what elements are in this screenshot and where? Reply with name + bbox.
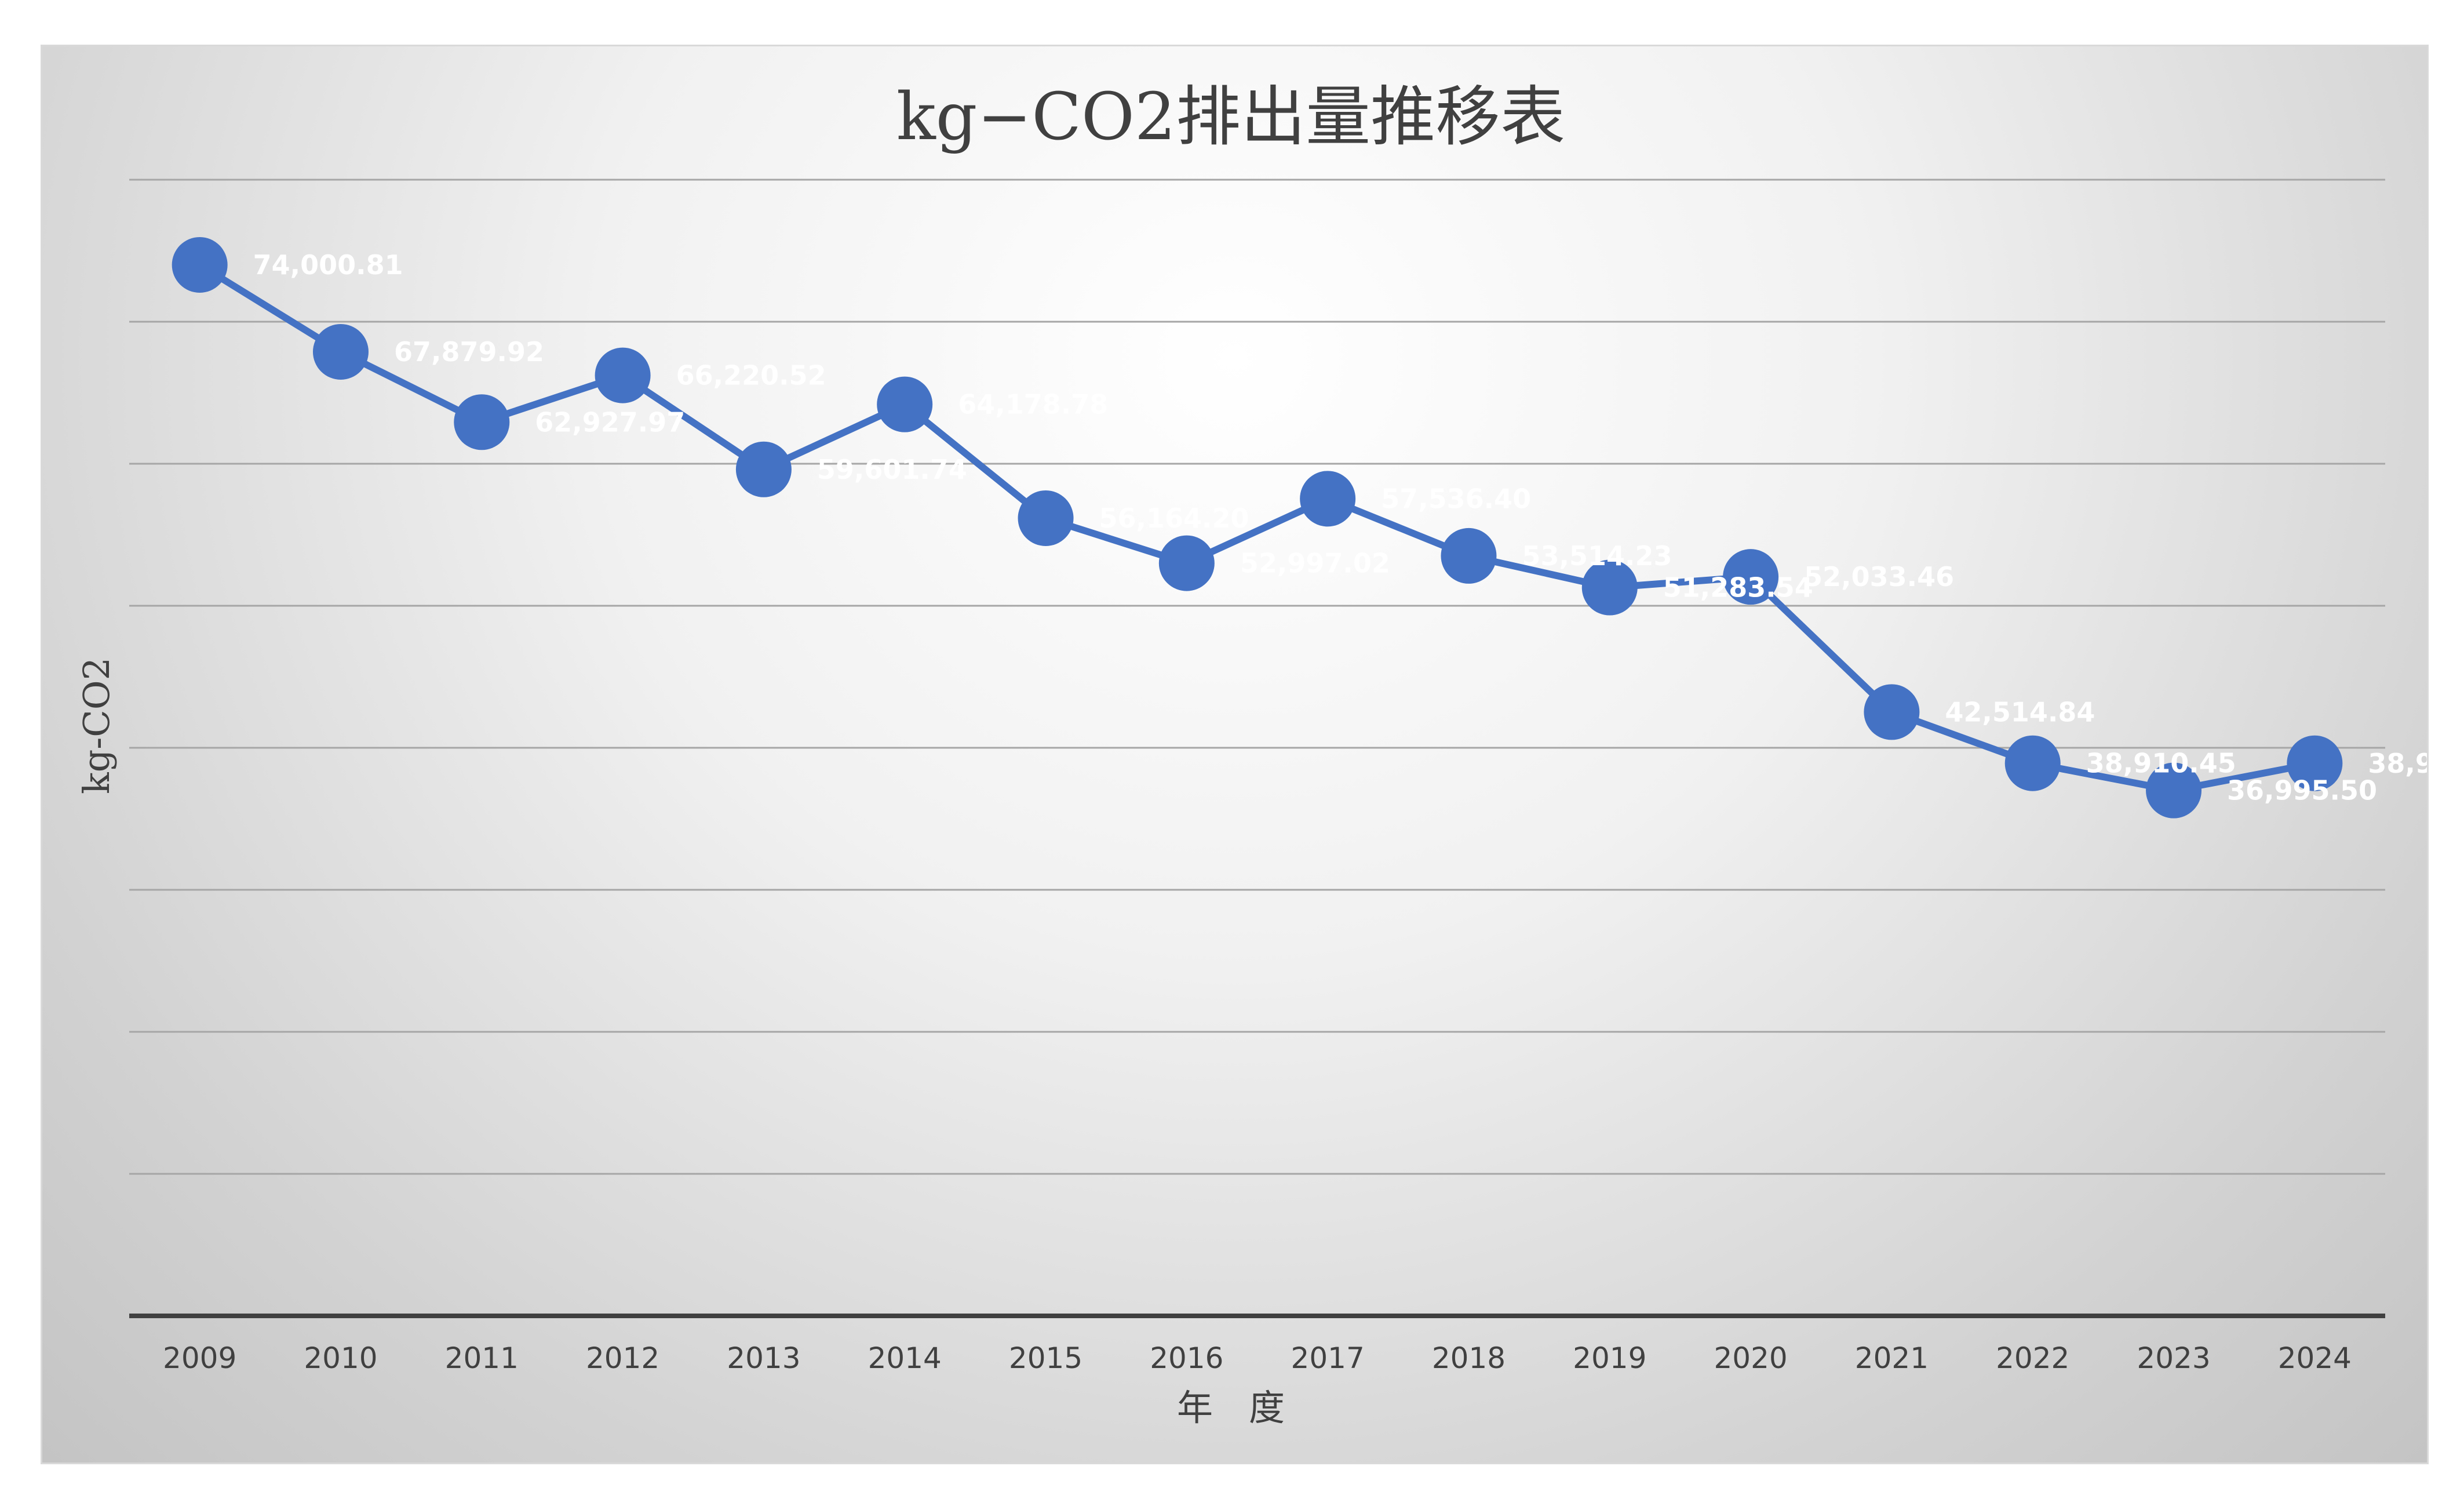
line-chart: kg−CO2排出量推移表 2009 2010 2011 2012 2013 2014 201… xyxy=(75,79,2427,1429)
data-label: 51,283.54 xyxy=(1663,572,1813,603)
data-point-marker xyxy=(1300,471,1356,527)
x-tick-label: 2015 xyxy=(1009,1341,1082,1375)
data-point-marker xyxy=(312,323,369,380)
x-tick-label: 2024 xyxy=(2278,1341,2352,1375)
data-point-marker xyxy=(2146,762,2202,819)
data-series xyxy=(172,237,2343,819)
x-tick-label: 2010 xyxy=(304,1341,377,1375)
data-point-marker xyxy=(1864,684,1920,740)
data-point-marker xyxy=(1158,535,1215,591)
x-tick-label: 2012 xyxy=(586,1341,659,1375)
x-tick-label: 2018 xyxy=(1432,1341,1506,1375)
data-label: 42,514.84 xyxy=(1945,696,2095,727)
data-point-marker xyxy=(2004,735,2061,791)
x-tick-label: 2011 xyxy=(445,1341,519,1375)
data-labels: 74,000.81 67,879.92 62,927.97 66,220.52 59,6… xyxy=(253,249,2427,806)
x-tick-label: 2016 xyxy=(1150,1341,1223,1375)
x-tick-label: 2022 xyxy=(1996,1341,2069,1375)
series-line xyxy=(198,261,2316,794)
data-label: 53,514.23 xyxy=(1522,540,1672,572)
x-axis-title: 年 度 xyxy=(1177,1387,1285,1429)
x-tick-label: 2009 xyxy=(163,1341,236,1375)
x-tick-label: 2021 xyxy=(1855,1341,1929,1375)
data-point-marker xyxy=(1723,549,1779,605)
data-label: 67,879.92 xyxy=(394,336,544,368)
y-axis-title: kg-CO2 xyxy=(75,657,118,794)
data-label: 62,927.97 xyxy=(535,406,685,438)
data-label: 52,033.46 xyxy=(1804,561,1954,592)
data-point-marker xyxy=(1581,559,1638,616)
chart-area: kg−CO2排出量推移表 2009 2010 2011 2012 2013 2014 201… xyxy=(41,45,2429,1464)
data-point-marker xyxy=(735,441,792,497)
data-label: 38,907.82 xyxy=(2368,748,2427,779)
data-point-marker xyxy=(1441,528,1497,584)
x-tick-label: 2019 xyxy=(1573,1341,1646,1375)
x-tick-label: 2017 xyxy=(1291,1341,1365,1375)
data-point-marker xyxy=(595,347,651,403)
x-tick-label: 2023 xyxy=(2137,1341,2210,1375)
data-label: 66,220.52 xyxy=(676,360,826,391)
data-label: 52,997.02 xyxy=(1240,548,1390,579)
data-label: 64,178.78 xyxy=(958,389,1108,420)
data-point-marker xyxy=(172,237,228,293)
x-tick-label: 2013 xyxy=(727,1341,800,1375)
data-label: 56,164.20 xyxy=(1099,503,1249,534)
data-point-marker xyxy=(1018,490,1074,546)
data-point-marker xyxy=(454,394,510,450)
data-label: 57,536.40 xyxy=(1381,483,1531,514)
data-label: 59,601.74 xyxy=(817,454,967,485)
data-label: 36,995.50 xyxy=(2227,775,2377,806)
x-tick-label: 2020 xyxy=(1714,1341,1787,1375)
data-point-marker xyxy=(877,376,933,432)
chart-title: kg−CO2排出量推移表 xyxy=(896,79,1565,155)
x-tick-label: 2014 xyxy=(868,1341,942,1375)
data-point-marker xyxy=(2287,735,2343,791)
gridlines xyxy=(129,179,2385,1175)
data-label: 38,910.45 xyxy=(2086,748,2236,779)
data-label: 74,000.81 xyxy=(253,249,403,281)
x-axis-tick-labels: 2009 2010 2011 2012 2013 2014 2015 2016 2017 2018… xyxy=(163,1341,2352,1375)
